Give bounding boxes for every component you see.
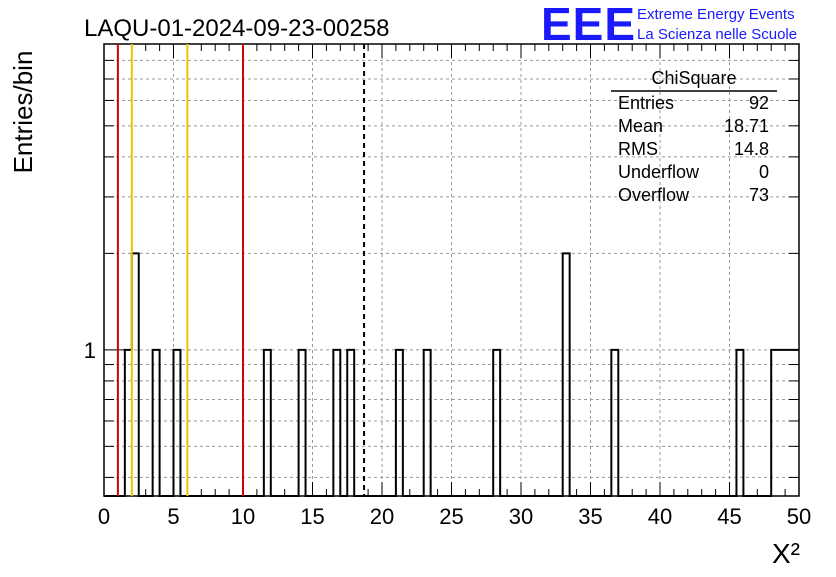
stats-label: Entries — [618, 93, 674, 113]
histogram-bars — [104, 252, 799, 497]
grid — [104, 44, 799, 496]
x-tick-label: 0 — [98, 504, 110, 529]
stats-value: 0 — [759, 162, 769, 182]
stats-box: ChiSquare Entries 92 Mean 18.71 RMS 14.8 Underf… — [611, 68, 777, 205]
stats-value: 73 — [749, 185, 769, 205]
x-tick-label: 50 — [787, 504, 811, 529]
stats-label: Overflow — [618, 185, 690, 205]
x-tick-label: 15 — [300, 504, 324, 529]
reference-lines — [116, 44, 366, 496]
eee-logo: EEE — [541, 0, 636, 50]
histogram-bar — [424, 350, 431, 496]
histogram-bar — [778, 350, 785, 496]
stats-title: ChiSquare — [651, 68, 736, 88]
histogram-bar — [611, 350, 618, 496]
histogram-bar — [125, 350, 132, 496]
histogram-bar — [563, 253, 570, 496]
x-tick-label: 25 — [439, 504, 463, 529]
stats-label: RMS — [618, 139, 658, 159]
stats-value: 92 — [749, 93, 769, 113]
histogram-bar — [396, 350, 403, 496]
histogram-bar — [174, 350, 181, 496]
logo-line-1: Extreme Energy Events — [637, 6, 795, 23]
histogram-bar — [736, 350, 743, 496]
x-tick-label: 35 — [578, 504, 602, 529]
histogram-bar — [153, 350, 160, 496]
y-tick-label: 1 — [84, 338, 96, 363]
stats-label: Mean — [618, 116, 663, 136]
x-tick-label: 5 — [167, 504, 179, 529]
x-tick-label: 45 — [717, 504, 741, 529]
histogram-bar — [299, 350, 306, 496]
histogram-bar — [785, 350, 792, 496]
logo-line-2: La Scienza nelle Scuole — [637, 26, 797, 43]
histogram-bar — [333, 350, 340, 496]
x-tick-label: 20 — [370, 504, 394, 529]
y-axis-label: Entries/bin — [8, 51, 38, 174]
x-tick-label: 40 — [648, 504, 672, 529]
x-axis-label: X² — [772, 538, 800, 569]
histogram-bar — [132, 253, 139, 496]
histogram-bar — [771, 350, 778, 496]
histogram-bar — [792, 350, 799, 496]
stats-value: 14.8 — [734, 139, 769, 159]
chart-title: LAQU-01-2024-09-23-00258 — [84, 15, 390, 42]
histogram-bar — [493, 350, 500, 496]
x-tick-label: 30 — [509, 504, 533, 529]
histogram-bar — [264, 350, 271, 496]
stats-label: Underflow — [618, 162, 700, 182]
histogram-outline — [104, 252, 799, 497]
histogram-bar — [347, 350, 354, 496]
stats-value: 18.71 — [724, 116, 769, 136]
axes: 0 5 10 15 20 25 30 35 40 45 50 1 — [84, 43, 811, 529]
x-tick-label: 10 — [231, 504, 255, 529]
